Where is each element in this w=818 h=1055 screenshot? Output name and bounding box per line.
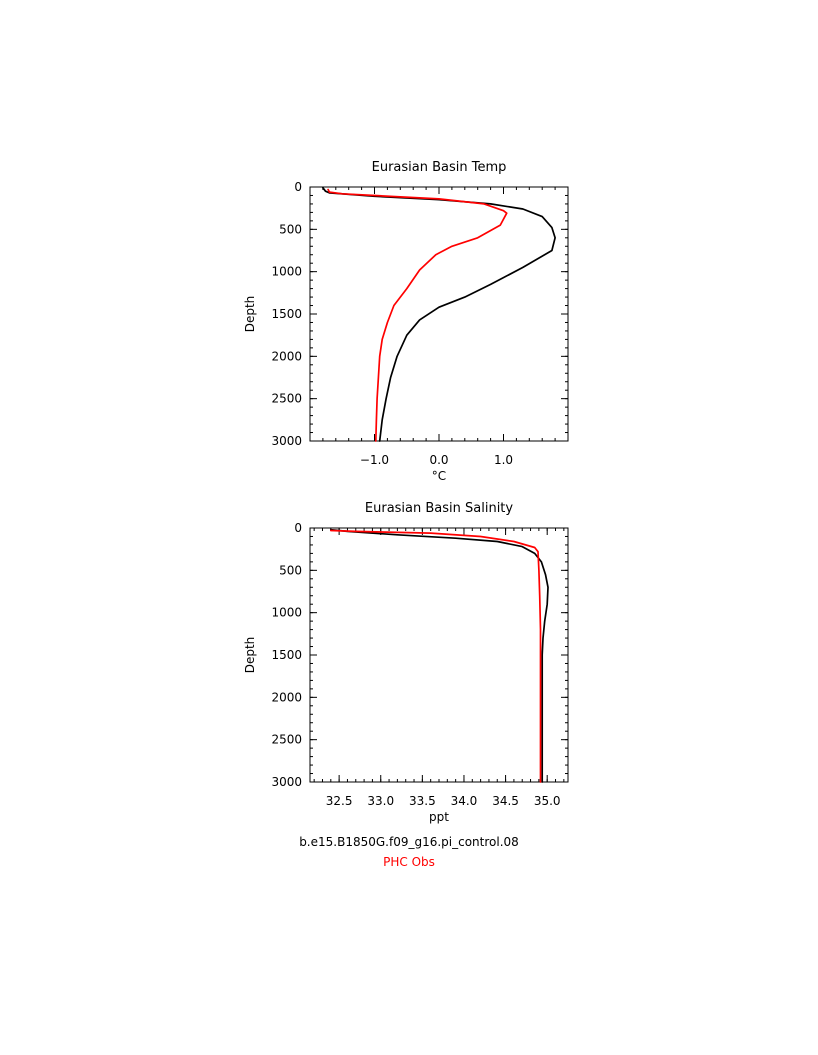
legend-obs: PHC Obs: [383, 855, 435, 869]
y-tick-label: 3000: [271, 434, 302, 448]
series-line: [322, 186, 556, 442]
plot-frame: [309, 186, 569, 442]
x-tick-label: 1.0: [494, 453, 513, 467]
y-tick-label: 500: [279, 222, 302, 236]
salinity-panel: Eurasian Basin Salinity 0 500 1000 1500 2000 2…: [243, 501, 569, 824]
series-line: [329, 528, 549, 783]
x-tick-label: 32.5: [326, 794, 353, 808]
y-tick-label: 2500: [271, 392, 302, 406]
x-tick-label: 35.0: [534, 794, 561, 808]
y-tick-label: 2000: [271, 349, 302, 363]
y-tick-label: 3000: [271, 775, 302, 789]
chart-title: Eurasian Basin Salinity: [365, 501, 514, 516]
plot-frame: [309, 527, 569, 783]
y-axis-label: Depth: [243, 296, 257, 333]
y-tick-label: 1500: [271, 648, 302, 662]
x-tick-label: 33.5: [409, 794, 436, 808]
y-tick-label: 0: [294, 180, 302, 194]
x-axis-label: ppt: [429, 810, 449, 824]
y-tick-label: 2000: [271, 690, 302, 704]
y-tick-label: 1000: [271, 265, 302, 279]
x-tick-label: 33.0: [367, 794, 394, 808]
y-tick-label: 1500: [271, 307, 302, 321]
x-tick-label: 34.5: [492, 794, 519, 808]
x-tick-label: 0.0: [429, 453, 448, 467]
series-line: [327, 188, 508, 442]
y-tick-label: 1000: [271, 606, 302, 620]
x-axis-label: °C: [432, 469, 446, 483]
series-line: [329, 529, 542, 783]
y-tick-label: 0: [294, 521, 302, 535]
legend-model: b.e15.B1850G.f09_g16.pi_control.08: [299, 835, 519, 849]
y-axis-label: Depth: [243, 637, 257, 674]
x-tick-label: 34.0: [451, 794, 478, 808]
chart-title: Eurasian Basin Temp: [372, 160, 507, 175]
x-tick-label: −1.0: [360, 453, 389, 467]
temperature-panel: Eurasian Basin Temp 0 500 1000 1500 2000 2500 3…: [243, 160, 569, 483]
y-tick-label: 500: [279, 563, 302, 577]
y-tick-label: 2500: [271, 733, 302, 747]
